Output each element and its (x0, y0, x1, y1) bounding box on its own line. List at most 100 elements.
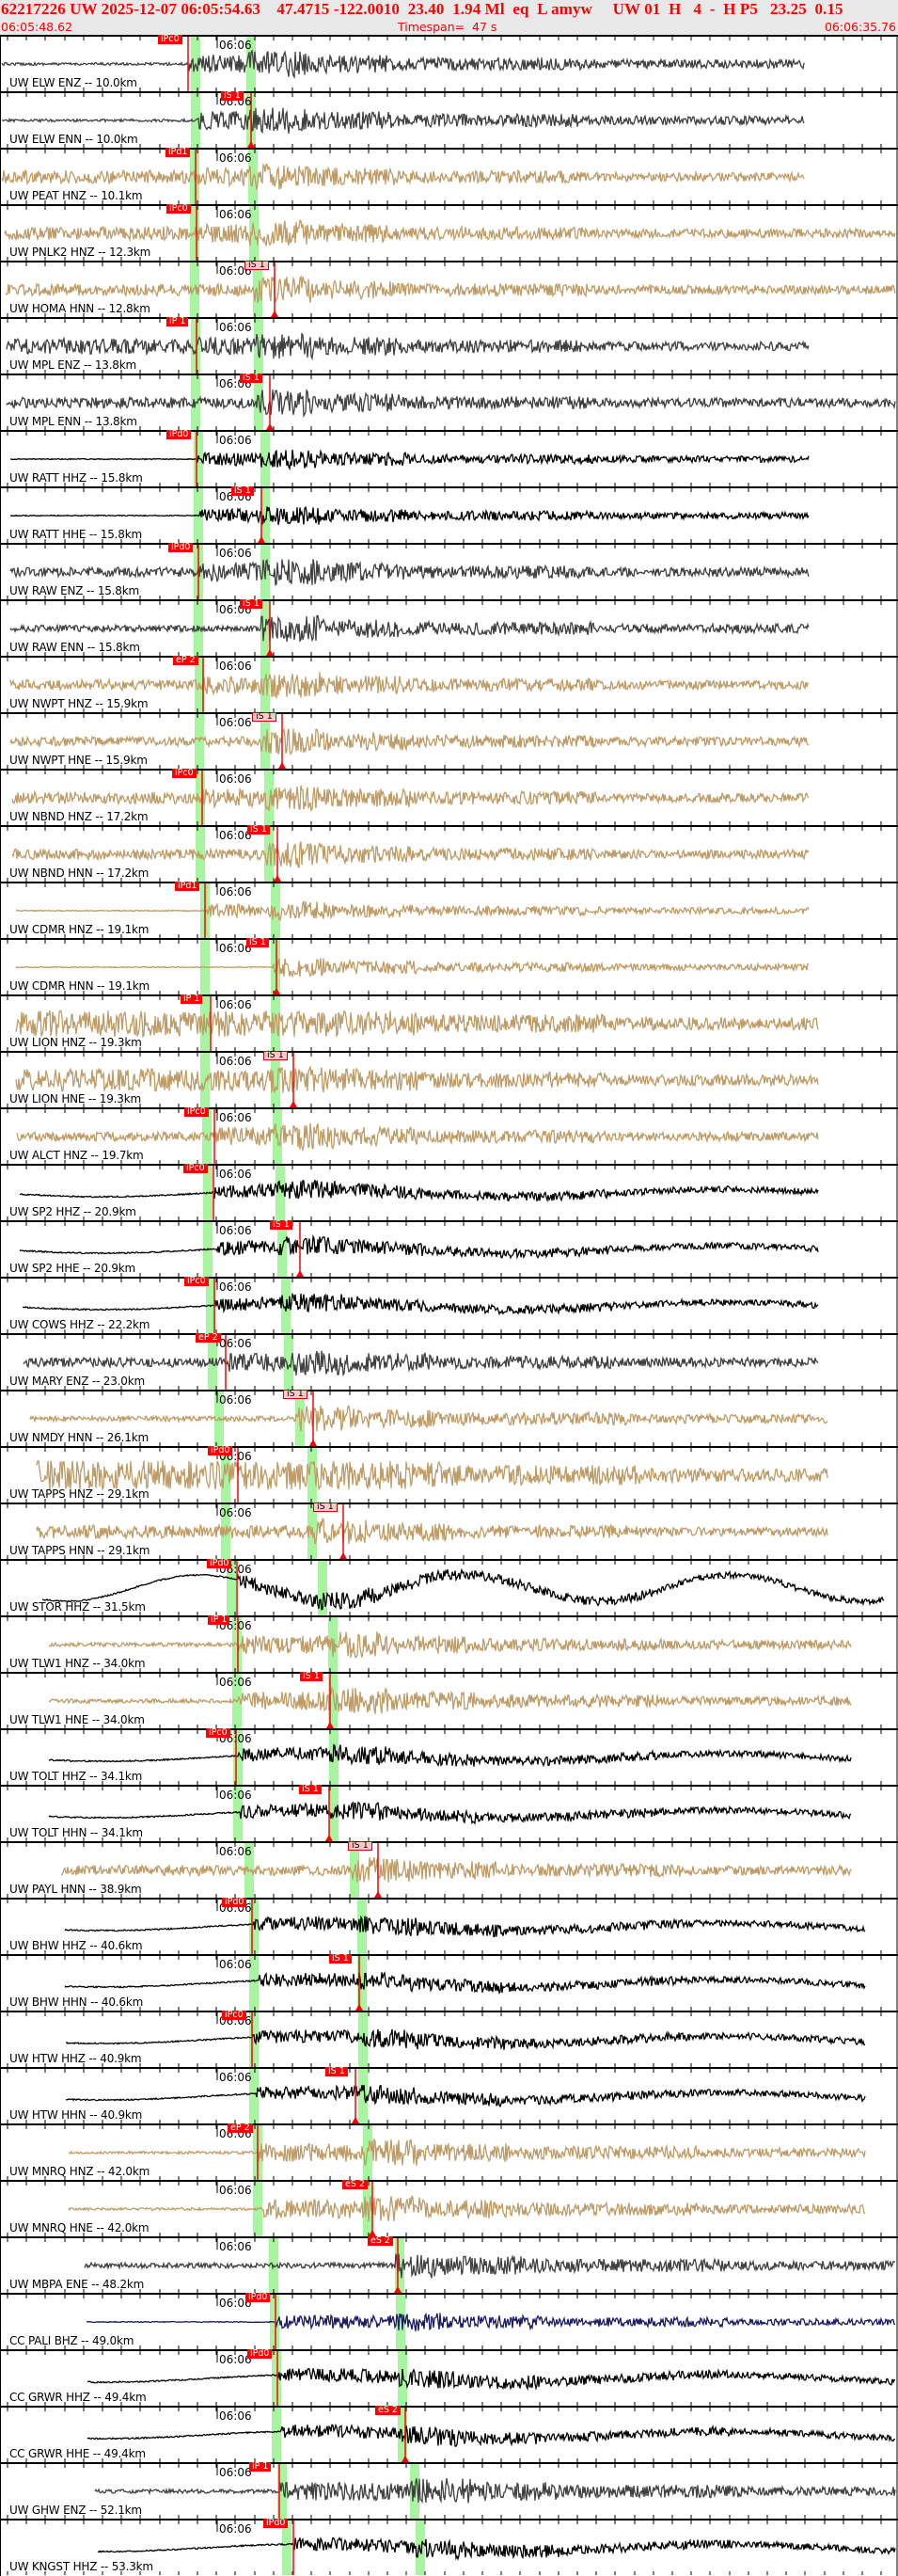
seismogram-trace[interactable]: 06:06 iS 1 UW TLW1 HNE -- 34.0km (0, 1672, 898, 1729)
seismogram-trace[interactable]: 06:06 iS 1 UW HOMA HNN -- 12.8km (0, 261, 898, 318)
phase-pick-flag[interactable]: iS 1 (270, 1220, 292, 1230)
phase-pick-flag[interactable]: iPd0 (166, 430, 192, 439)
seismogram-trace[interactable]: 06:06 eS 2 CC GRWR HHE -- 49.4km (0, 2406, 898, 2463)
seismogram-trace[interactable]: 06:06 iPc0 UW SP2 HHZ -- 20.9km (0, 1164, 898, 1221)
waveform-plot (0, 2123, 898, 2181)
seismogram-trace[interactable]: 06:06 iS 1 UW RATT HHE -- 15.8km (0, 486, 898, 544)
seismogram-trace[interactable]: 06:06 iS 1 UW RAW ENN -- 15.8km (0, 599, 898, 657)
seismogram-trace[interactable]: 06:06 iPc0 UW COWS HHZ -- 22.2km (0, 1277, 898, 1334)
station-channel-label: UW RAW ENZ -- 15.8km (9, 584, 139, 597)
phase-pick-flag[interactable]: iPd1 (165, 148, 191, 157)
phase-pick-flag[interactable]: iS 1 (240, 599, 262, 609)
phase-pick-flag[interactable]: iP 1 (181, 994, 203, 1004)
predicted-s-window (246, 36, 256, 91)
seismogram-trace[interactable]: 06:06 eS 2 UW MNRQ HNE -- 42.0km (0, 2180, 898, 2237)
phase-pick-flag[interactable]: iS 1 (313, 1503, 338, 1512)
station-channel-label: UW ELW ENN -- 10.0km (9, 133, 138, 146)
seismogram-trace[interactable]: 06:06 eP 2 UW MARY ENZ -- 23.0km (0, 1333, 898, 1391)
seismogram-trace[interactable]: 06:06 iPd0 UW RATT HHZ -- 15.8km (0, 430, 898, 487)
phase-pick-flag[interactable]: iPc0 (222, 2011, 246, 2020)
phase-pick-flag[interactable]: iS 1 (300, 1672, 323, 1681)
phase-pick-flag[interactable]: iPd0 (245, 2293, 271, 2302)
station-channel-label: UW ALCT HNZ -- 19.7km (9, 1149, 144, 1162)
seismogram-trace[interactable]: 06:06 iS 1 UW NWPT HNE -- 15.9km (0, 712, 898, 770)
seismogram-trace[interactable]: 06:06 iP 1 UW GHW ENZ -- 52.1km (0, 2462, 898, 2520)
seismogram-trace[interactable]: 06:06 iPd1 UW PEAT HNZ -- 10.1km (0, 148, 898, 205)
seismogram-trace[interactable]: 06:06 iPc0 UW HTW HHZ -- 40.9km (0, 2011, 898, 2068)
phase-pick-flag[interactable]: iPd0 (222, 1898, 247, 1907)
minute-time-label: 06:06 (219, 151, 252, 165)
phase-pick-flag[interactable]: iS 1 (246, 938, 269, 947)
phase-pick-flag[interactable]: iP 1 (249, 2462, 272, 2472)
phase-pick-flag[interactable]: iS 1 (348, 1841, 372, 1851)
phase-pick-flag[interactable]: eS 2 (375, 2406, 401, 2415)
waveform-plot (0, 1164, 898, 1221)
phase-pick-flag[interactable]: iPc0 (158, 35, 182, 44)
phase-pick-flag[interactable]: iP 1 (208, 1615, 230, 1625)
seismogram-trace[interactable]: 06:06 iP 1 UW MPL ENZ -- 13.8km (0, 317, 898, 374)
seismogram-trace[interactable]: 06:06 iS 1 UW TOLT HHN -- 34.1km (0, 1785, 898, 1842)
seismogram-trace[interactable]: 06:06 iP 1 UW LION HNZ -- 19.3km (0, 994, 898, 1052)
phase-pick-flag[interactable]: iPd1 (175, 882, 200, 891)
phase-pick-flag[interactable]: iP 1 (166, 317, 189, 326)
phase-pick-flag[interactable]: iPd0 (263, 2519, 289, 2528)
phase-pick-flag[interactable]: iS 1 (283, 1390, 307, 1399)
phase-pick-flag[interactable]: iPc0 (183, 1164, 208, 1173)
seismogram-trace[interactable]: 06:06 iS 1 UW NMDY HNN -- 26.1km (0, 1390, 898, 1447)
seismogram-trace[interactable]: 06:06 iPc0 UW TOLT HHZ -- 34.1km (0, 1728, 898, 1786)
seismogram-trace[interactable]: 06:06 iS 1 UW MPL ENN -- 13.8km (0, 374, 898, 431)
phase-pick-flag[interactable]: iPc0 (172, 769, 197, 778)
waveform-line (4, 219, 896, 246)
phase-pick-flag[interactable]: iPd0 (208, 1446, 233, 1455)
phase-pick-flag[interactable]: eP 2 (173, 656, 198, 665)
phase-pick-flag[interactable]: iPc0 (206, 1728, 230, 1738)
seismogram-trace[interactable]: 06:06 iPd0 CC PALI BHZ -- 49.0km (0, 2293, 898, 2350)
phase-pick-flag[interactable]: iS 1 (247, 825, 270, 835)
seismogram-trace[interactable]: 06:06 iPd0 UW TAPPS HNZ -- 29.1km (0, 1446, 898, 1503)
seismogram-trace[interactable]: 06:06 iS 1 UW NBND HNN -- 17.2km (0, 825, 898, 883)
phase-pick-flag[interactable]: iS 1 (325, 2067, 348, 2076)
seismogram-trace[interactable]: 06:06 iS 1 UW HTW HHN -- 40.9km (0, 2067, 898, 2124)
phase-pick-flag[interactable]: iS 1 (231, 486, 254, 496)
phase-pick-flag[interactable]: eP 2 (228, 2123, 253, 2133)
seismogram-trace[interactable]: 06:06 iPd0 UW STOR HHZ -- 31.5km (0, 1559, 898, 1616)
seismogram-trace[interactable]: 06:06 iS 1 UW CDMR HNN -- 19.1km (0, 938, 898, 995)
seismogram-trace[interactable]: 06:06 iS 1 UW BHW HHN -- 40.6km (0, 1954, 898, 2012)
phase-pick-flag[interactable]: eS 2 (342, 2180, 368, 2189)
seismogram-trace[interactable]: 06:06 iPc0 UW ELW ENZ -- 10.0km (0, 35, 898, 92)
phase-pick-flag[interactable]: iS 1 (240, 374, 262, 383)
seismogram-trace[interactable]: 06:06 iPd0 CC GRWR HHZ -- 49.4km (0, 2349, 898, 2407)
phase-pick-flag[interactable]: iS 1 (221, 91, 244, 101)
phase-pick-flag[interactable]: iPc0 (184, 1277, 209, 1286)
phase-pick-flag[interactable]: iPd0 (247, 2349, 273, 2359)
phase-pick-flag[interactable]: iPd0 (207, 1559, 232, 1568)
seismogram-trace[interactable]: 06:06 iS 1 UW LION HNE -- 19.3km (0, 1051, 898, 1108)
phase-pick-flag[interactable]: iS 1 (329, 1954, 352, 1964)
phase-pick-flag[interactable]: iPc0 (184, 1107, 209, 1117)
seismogram-trace[interactable]: 06:06 iS 1 UW ELW ENN -- 10.0km (0, 91, 898, 149)
phase-pick-flag[interactable]: iPc0 (166, 204, 191, 214)
seismogram-trace[interactable]: 06:06 iS 1 UW SP2 HHE -- 20.9km (0, 1220, 898, 1278)
seismogram-trace[interactable]: 06:06 eP 2 UW MNRQ HNZ -- 42.0km (0, 2123, 898, 2181)
seismogram-trace[interactable]: 06:06 iPd0 UW KNGST HHZ -- 53.3km (0, 2519, 898, 2576)
seismogram-trace[interactable]: 06:06 eS 2 UW MBPA ENE -- 48.2km (0, 2236, 898, 2294)
seismogram-trace[interactable]: 06:06 iPd0 UW RAW ENZ -- 15.8km (0, 543, 898, 600)
seismogram-trace[interactable]: 06:06 iPc0 UW PNLK2 HNZ -- 12.3km (0, 204, 898, 262)
phase-pick-flag[interactable]: eS 2 (368, 2236, 393, 2246)
seismogram-trace[interactable]: 06:06 iPd0 UW BHW HHZ -- 40.6km (0, 1898, 898, 1955)
phase-pick-flag[interactable]: iS 1 (252, 712, 276, 722)
seismogram-trace[interactable]: 06:06 eP 2 UW NWPT HNZ -- 15.9km (0, 656, 898, 713)
phase-pick-flag[interactable]: iS 1 (244, 261, 269, 270)
seismogram-trace[interactable]: 06:06 iPd1 UW CDMR HNZ -- 19.1km (0, 882, 898, 939)
phase-pick-flag[interactable]: iPd0 (168, 543, 194, 552)
seismogram-trace[interactable]: 06:06 iS 1 UW TAPPS HNN -- 29.1km (0, 1503, 898, 1560)
phase-pick-flag[interactable]: eP 2 (196, 1333, 221, 1343)
seismogram-trace[interactable]: 06:06 iP 1 UW TLW1 HNZ -- 34.0km (0, 1615, 898, 1673)
phase-pick-flag[interactable]: iS 1 (263, 1051, 288, 1060)
station-channel-label: UW MNRQ HNZ -- 42.0km (9, 2165, 150, 2178)
seismogram-trace[interactable]: 06:06 iPc0 UW NBND HNZ -- 17.2km (0, 769, 898, 826)
seismogram-trace[interactable]: 06:06 iPc0 UW ALCT HNZ -- 19.7km (0, 1107, 898, 1165)
seismogram-trace[interactable]: 06:06 iS 1 UW PAYL HNN -- 38.9km (0, 1841, 898, 1899)
phase-pick-flag[interactable]: iS 1 (299, 1785, 322, 1794)
waveform-line (9, 614, 810, 643)
